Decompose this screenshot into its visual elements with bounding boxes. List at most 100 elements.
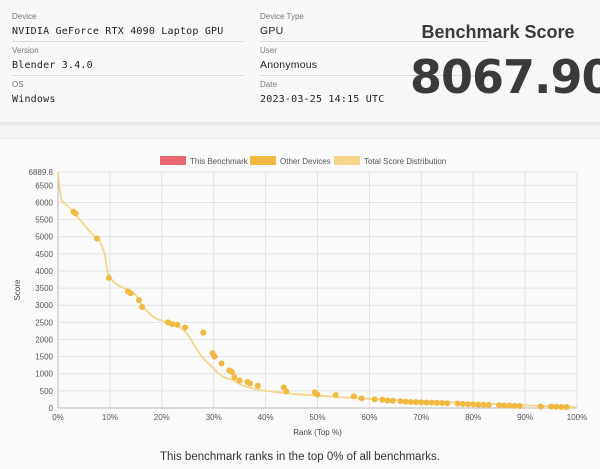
other-device-point bbox=[231, 374, 238, 381]
os-field: OS Windows bbox=[12, 80, 244, 106]
other-device-point bbox=[439, 400, 446, 407]
other-device-point bbox=[480, 401, 487, 408]
x-tick-label: 70% bbox=[413, 413, 429, 422]
device-value: NVIDIA GeForce RTX 4090 Laptop GPU bbox=[12, 26, 224, 37]
x-tick-label: 50% bbox=[309, 413, 325, 422]
other-device-point bbox=[465, 401, 472, 408]
device-type-value: GPU bbox=[260, 25, 284, 37]
other-device-point bbox=[553, 403, 560, 410]
other-device-point bbox=[218, 360, 225, 367]
other-device-point bbox=[397, 398, 404, 405]
x-tick-label: 40% bbox=[258, 413, 274, 422]
y-tick-label: 6000 bbox=[35, 198, 53, 207]
x-axis-label: Rank (Top %) bbox=[293, 428, 342, 437]
other-device-point bbox=[332, 391, 339, 398]
x-tick-label: 30% bbox=[206, 413, 222, 422]
other-device-point bbox=[428, 399, 435, 406]
other-device-point bbox=[283, 388, 290, 395]
other-device-point bbox=[200, 329, 207, 336]
y-tick-label: 4500 bbox=[35, 250, 53, 259]
other-device-point bbox=[454, 400, 461, 407]
device-label: Device bbox=[12, 12, 37, 21]
other-device-point bbox=[407, 399, 414, 406]
x-tick-label: 80% bbox=[465, 413, 481, 422]
y-axis-label: Score bbox=[13, 279, 22, 300]
other-device-point bbox=[182, 324, 189, 331]
other-device-point bbox=[350, 393, 357, 400]
x-tick-label: 20% bbox=[154, 413, 170, 422]
legend-total-score-distribution-swatch bbox=[334, 156, 360, 165]
other-device-point bbox=[511, 402, 518, 409]
x-tick-label: 60% bbox=[361, 413, 377, 422]
x-tick-label: 100% bbox=[567, 413, 587, 422]
y-tick-label: 1500 bbox=[35, 353, 53, 362]
other-device-point bbox=[211, 353, 218, 360]
other-device-point bbox=[470, 401, 477, 408]
other-device-point bbox=[423, 399, 430, 406]
date-value: 2023-03-25 14:15 UTC bbox=[260, 94, 385, 105]
device-field: Device NVIDIA GeForce RTX 4090 Laptop GP… bbox=[12, 12, 244, 42]
y-tick-label: 500 bbox=[40, 387, 54, 396]
other-device-point bbox=[558, 403, 565, 410]
legend-total-score-distribution-label: Total Score Distribution bbox=[364, 157, 446, 166]
y-tick-label: 2500 bbox=[35, 318, 53, 327]
other-device-point bbox=[516, 402, 523, 409]
y-tick-label: 0 bbox=[49, 404, 54, 413]
legend-this-benchmark-label: This Benchmark bbox=[190, 157, 249, 166]
x-tick-label: 0% bbox=[52, 413, 64, 422]
benchmark-score-value: 8067.90 bbox=[410, 50, 600, 104]
other-device-point bbox=[139, 303, 146, 310]
legend-other-devices-swatch bbox=[250, 156, 276, 165]
os-label: OS bbox=[12, 80, 24, 89]
other-device-point bbox=[127, 290, 134, 297]
other-device-point bbox=[548, 403, 555, 410]
other-device-point bbox=[135, 297, 142, 304]
x-tick-label: 10% bbox=[102, 413, 118, 422]
y-tick-label: 1000 bbox=[35, 370, 53, 379]
other-device-point bbox=[314, 391, 321, 398]
benchmark-info-card: Device NVIDIA GeForce RTX 4090 Laptop GP… bbox=[0, 0, 600, 122]
os-value: Windows bbox=[12, 94, 56, 105]
date-field: Date 2023-03-25 14:15 UTC bbox=[260, 80, 488, 106]
other-device-point bbox=[501, 402, 508, 409]
y-tick-label: 2000 bbox=[35, 335, 53, 344]
other-device-point bbox=[358, 395, 365, 402]
other-device-point bbox=[389, 397, 396, 404]
other-device-point bbox=[228, 369, 235, 376]
other-device-point bbox=[105, 274, 112, 281]
other-device-point bbox=[247, 380, 254, 387]
other-device-point bbox=[444, 400, 451, 407]
other-device-point bbox=[496, 402, 503, 409]
score-distribution-chart-card: 0 500 1000 1500 2000 2500 3000 3500 4000 4500 5000… bbox=[0, 138, 600, 469]
other-device-point bbox=[72, 210, 79, 217]
version-value: Blender 3.4.0 bbox=[12, 60, 93, 71]
y-tick-label: 3000 bbox=[35, 301, 53, 310]
other-device-point bbox=[169, 321, 176, 328]
other-device-point bbox=[384, 397, 391, 404]
other-device-point bbox=[371, 396, 378, 403]
x-tick-label: 90% bbox=[517, 413, 533, 422]
other-device-point bbox=[379, 396, 386, 403]
legend-this-benchmark-swatch bbox=[160, 156, 186, 165]
benchmark-score-title: Benchmark Score bbox=[421, 22, 575, 42]
user-field: User Anonymous bbox=[260, 46, 488, 76]
y-tick-label: 5500 bbox=[35, 216, 53, 225]
score-distribution-chart: 0 500 1000 1500 2000 2500 3000 3500 4000 4500 5000… bbox=[13, 156, 587, 437]
legend-other-devices-label: Other Devices bbox=[280, 157, 331, 166]
other-device-point bbox=[254, 382, 261, 389]
user-label: User bbox=[260, 46, 277, 55]
rank-summary-text: This benchmark ranks in the top 0% of al… bbox=[160, 451, 440, 463]
device-type-field: Device Type GPU bbox=[260, 12, 488, 42]
other-device-point bbox=[236, 377, 243, 384]
other-device-point bbox=[413, 399, 420, 406]
device-type-label: Device Type bbox=[260, 12, 304, 21]
other-device-point bbox=[433, 399, 440, 406]
version-label: Version bbox=[12, 46, 39, 55]
user-value: Anonymous bbox=[260, 59, 318, 71]
other-device-point bbox=[485, 401, 492, 408]
other-device-point bbox=[93, 235, 100, 242]
other-device-point bbox=[563, 404, 570, 411]
other-device-point bbox=[537, 403, 544, 410]
y-tick-label: 6889.8 bbox=[29, 168, 54, 177]
date-label: Date bbox=[260, 80, 277, 89]
